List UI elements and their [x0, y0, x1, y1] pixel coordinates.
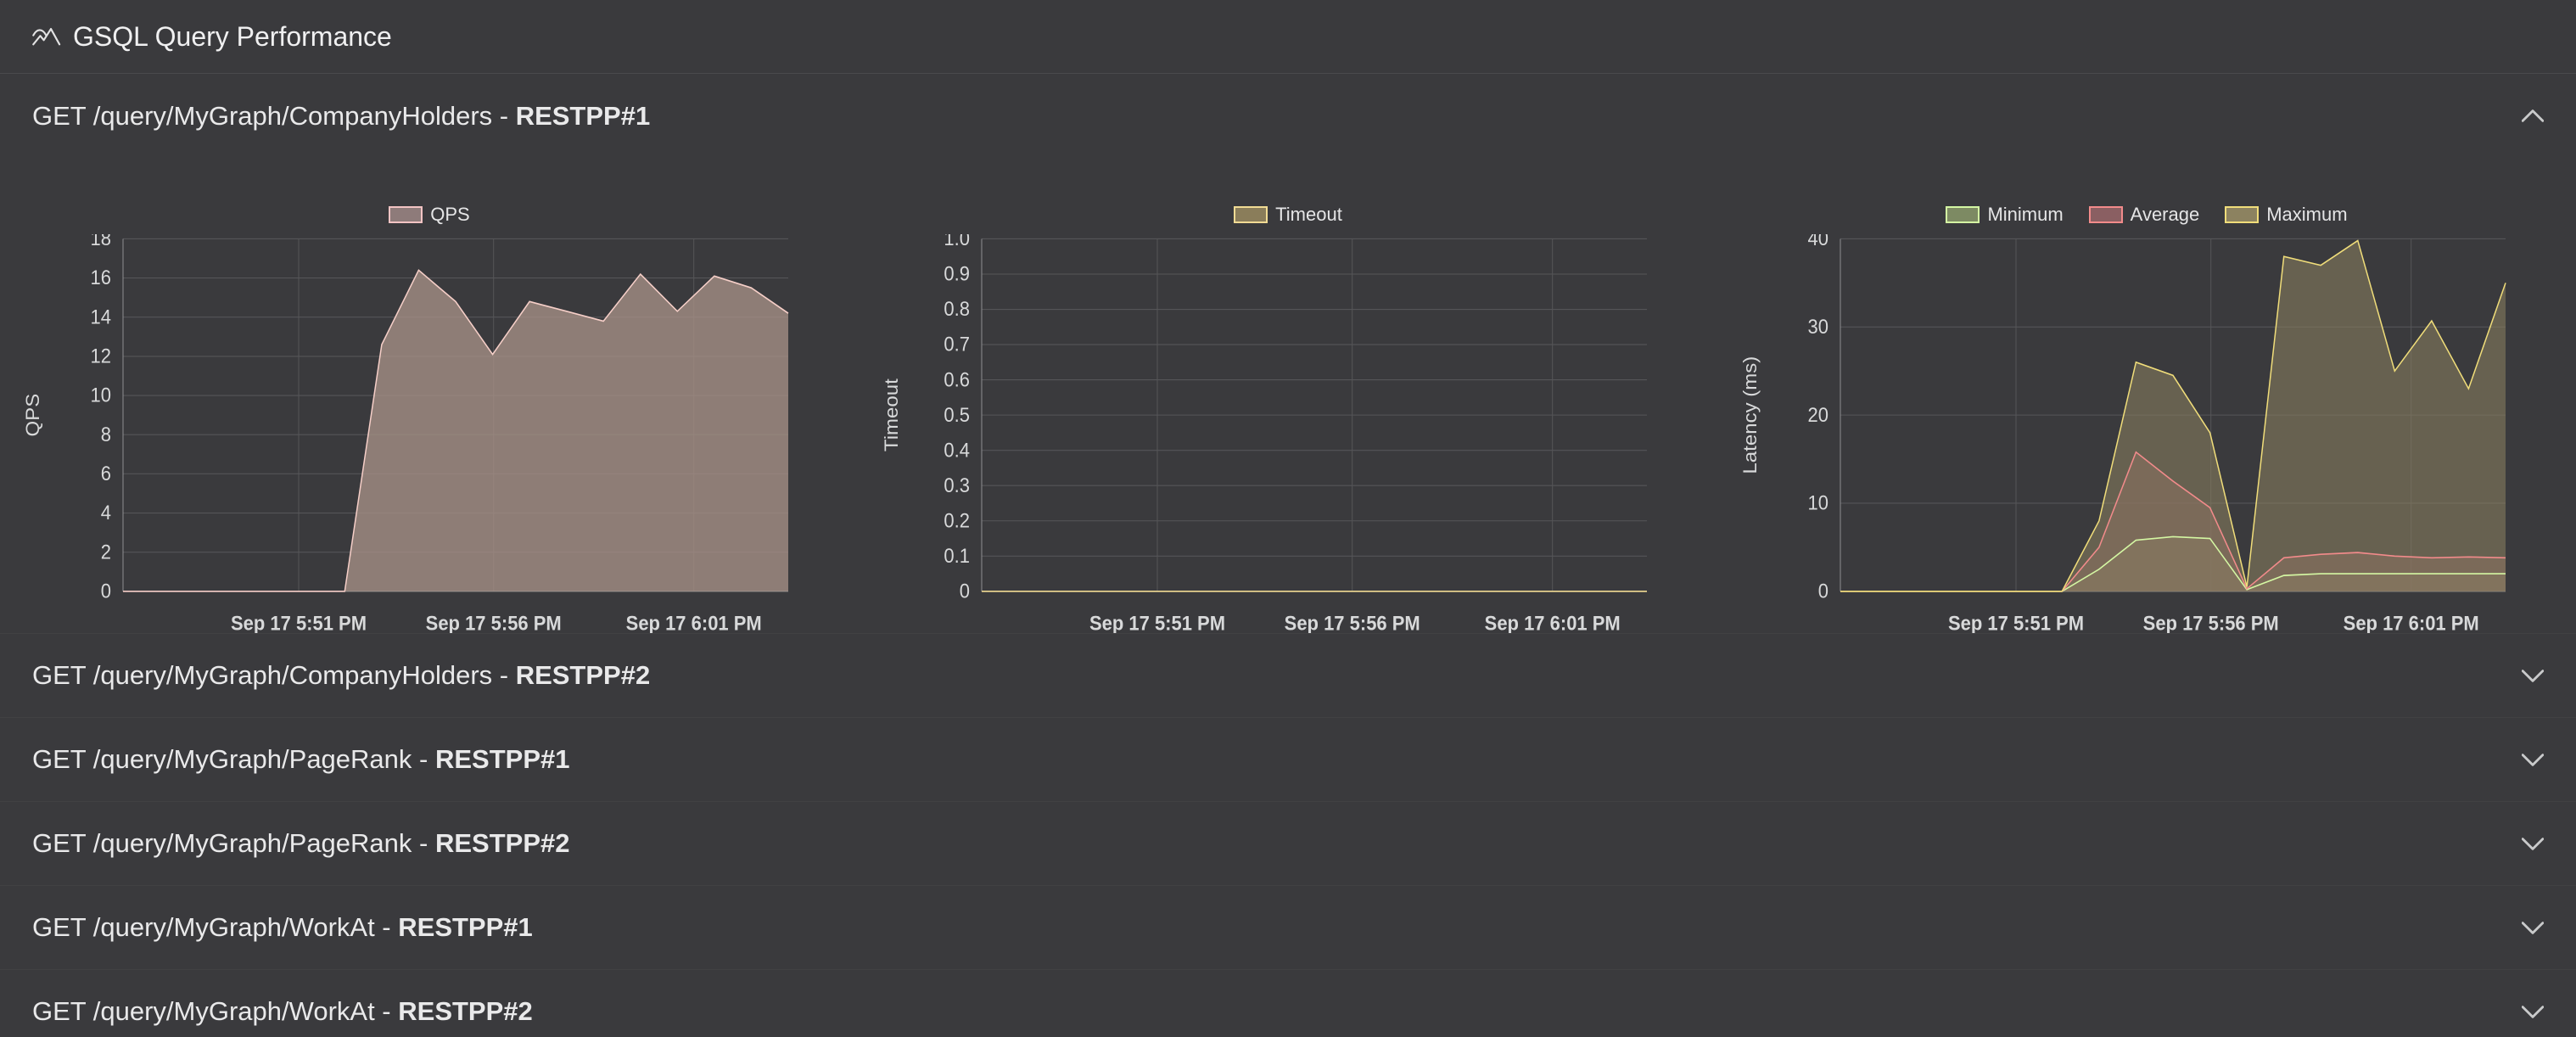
svg-text:0.1: 0.1 [944, 544, 970, 567]
svg-text:Timeout: Timeout [881, 378, 902, 452]
svg-text:4: 4 [101, 501, 111, 524]
svg-text:0.7: 0.7 [944, 333, 970, 356]
svg-text:12: 12 [91, 345, 111, 367]
svg-text:0.5: 0.5 [944, 403, 970, 426]
svg-text:0: 0 [101, 580, 111, 603]
svg-text:Sep 17 5:56 PM: Sep 17 5:56 PM [426, 612, 562, 633]
svg-text:2: 2 [101, 540, 111, 563]
svg-text:30: 30 [1808, 315, 1828, 338]
svg-text:Sep 17 6:01 PM: Sep 17 6:01 PM [626, 612, 762, 633]
svg-text:20: 20 [1808, 403, 1828, 426]
svg-text:0.2: 0.2 [944, 508, 970, 531]
svg-text:14: 14 [91, 305, 112, 328]
svg-text:Sep 17 5:51 PM: Sep 17 5:51 PM [1948, 612, 2084, 633]
svg-text:0.3: 0.3 [944, 474, 970, 496]
svg-text:18: 18 [91, 234, 111, 249]
svg-text:1.0: 1.0 [944, 234, 970, 249]
svg-text:Sep 17 5:51 PM: Sep 17 5:51 PM [231, 612, 367, 633]
svg-text:Sep 17 5:56 PM: Sep 17 5:56 PM [1285, 612, 1420, 633]
svg-text:16: 16 [91, 266, 111, 289]
svg-text:0.4: 0.4 [944, 438, 970, 461]
svg-text:8: 8 [101, 423, 111, 446]
svg-text:0: 0 [960, 580, 970, 603]
svg-text:Latency (ms): Latency (ms) [1739, 356, 1761, 474]
svg-text:QPS: QPS [22, 394, 43, 437]
svg-text:0: 0 [1818, 580, 1828, 603]
svg-text:Sep 17 5:51 PM: Sep 17 5:51 PM [1089, 612, 1225, 633]
svg-text:0.9: 0.9 [944, 262, 970, 285]
svg-text:6: 6 [101, 462, 111, 485]
svg-text:10: 10 [91, 384, 111, 406]
svg-text:40: 40 [1808, 234, 1828, 249]
svg-text:Sep 17 6:01 PM: Sep 17 6:01 PM [1485, 612, 1621, 633]
svg-text:Sep 17 5:56 PM: Sep 17 5:56 PM [2143, 612, 2279, 633]
svg-text:0.8: 0.8 [944, 297, 970, 320]
svg-text:Sep 17 6:01 PM: Sep 17 6:01 PM [2344, 612, 2479, 633]
svg-text:10: 10 [1808, 491, 1828, 514]
svg-text:0.6: 0.6 [944, 367, 970, 390]
